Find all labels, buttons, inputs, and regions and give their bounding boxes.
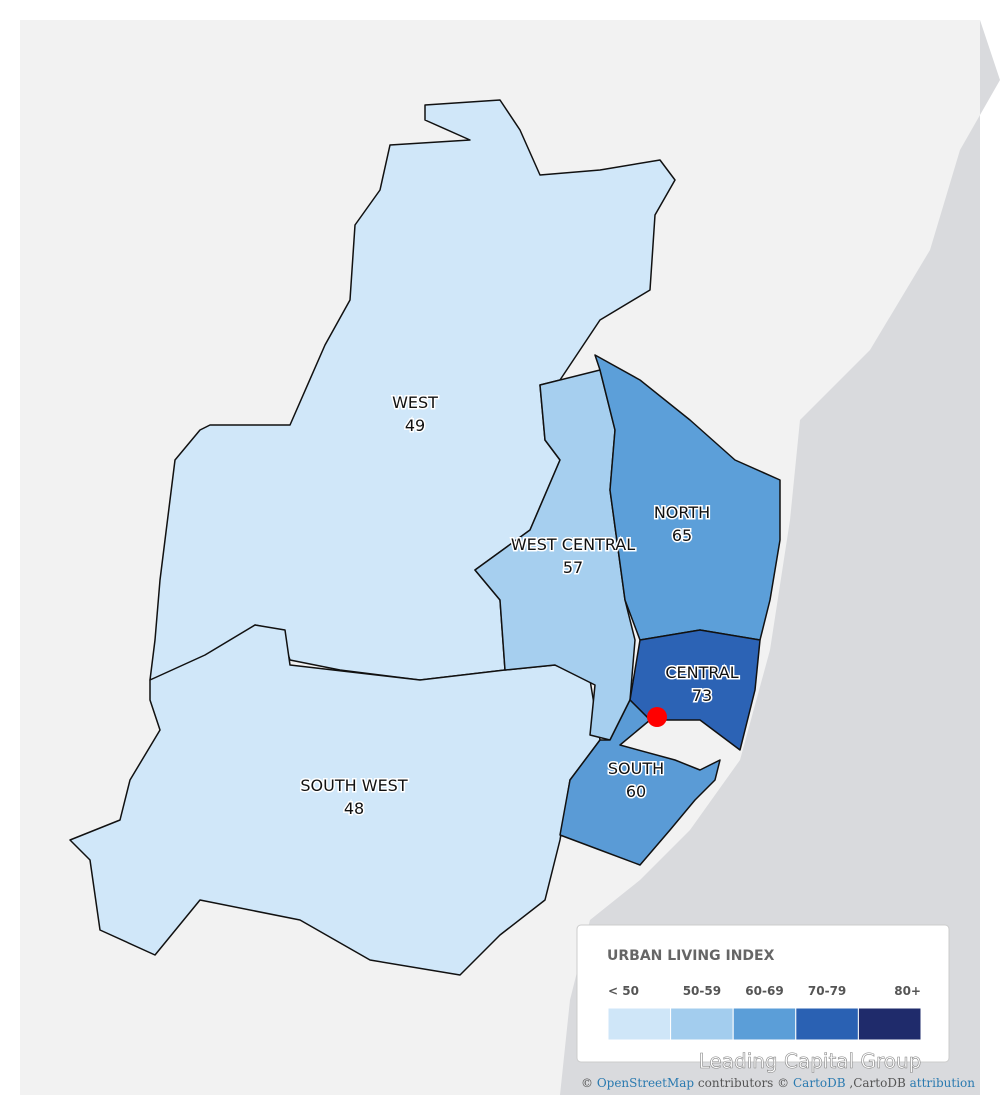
region [594, 354, 781, 641]
legend-swatch [670, 1007, 734, 1041]
attr-link[interactable]: attribution [910, 1076, 976, 1090]
attr-link[interactable]: OpenStreetMap [597, 1076, 695, 1090]
legend-label: 50-59 [683, 984, 721, 998]
region-value: 60 [626, 782, 646, 801]
region-name: SOUTH [608, 759, 664, 778]
legend-title: URBAN LIVING INDEX [607, 948, 775, 964]
region [69, 624, 601, 976]
legend-label: < 50 [608, 984, 639, 998]
region [474, 369, 636, 741]
region-name: CENTRAL [665, 663, 738, 682]
attribution: © OpenStreetMap contributors © CartoDB ,… [581, 1076, 975, 1090]
region-name: WEST CENTRAL [511, 535, 635, 554]
region-labels: WEST 49 WEST CENTRAL 57 NORTH 65 CENTRAL 73 SOUT… [299, 392, 740, 820]
legend-label: 60-69 [745, 984, 783, 998]
attr-text: © [581, 1076, 593, 1090]
region-name: WEST [392, 393, 438, 412]
region [559, 699, 721, 866]
legend-swatch [607, 1007, 672, 1041]
region-value: 49 [405, 416, 425, 435]
legend: < 50 50-59 60-69 70-79 80+ [607, 984, 922, 1041]
legend-swatch [732, 1007, 797, 1041]
attr-text: contributors © [698, 1076, 789, 1090]
region-value: 65 [672, 526, 692, 545]
region-value: 73 [692, 686, 712, 705]
sea [560, 20, 1000, 1095]
region-value: 57 [563, 558, 583, 577]
region-name: NORTH [654, 503, 710, 522]
location-marker [647, 707, 667, 727]
watermark: Leading Capital Group [699, 1049, 922, 1073]
region-value: 48 [344, 799, 364, 818]
attr-text: ,CartoDB [849, 1076, 906, 1090]
legend-label: 70-79 [808, 984, 846, 998]
legend-swatch [857, 1007, 922, 1041]
region-name: SOUTH WEST [300, 776, 407, 795]
legend-swatch [795, 1007, 859, 1041]
attr-link[interactable]: CartoDB [793, 1076, 846, 1090]
legend-label: 80+ [894, 984, 921, 998]
region [149, 99, 676, 681]
